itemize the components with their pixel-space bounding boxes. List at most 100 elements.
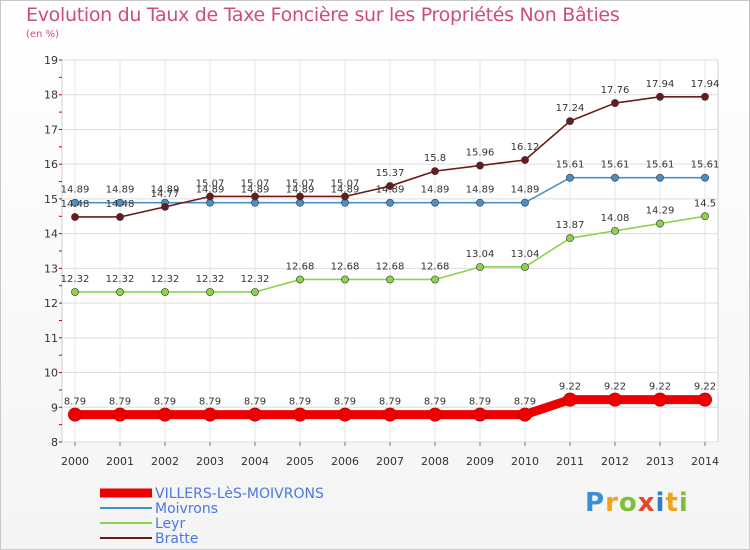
data-label: 8.79: [199, 397, 221, 408]
data-point: [701, 173, 709, 182]
data-point: [611, 226, 619, 235]
y-tick-label: 15: [44, 193, 58, 206]
data-label: 14.08: [601, 213, 630, 224]
data-label: 14.89: [376, 185, 405, 196]
data-point: [476, 161, 484, 170]
data-label: 8.79: [514, 397, 536, 408]
legend-label: VILLERS-LèS-MOIVRONS: [155, 486, 324, 502]
logo-letter: o: [618, 488, 638, 518]
x-tick-label: 2013: [646, 455, 674, 468]
x-tick-label: 2007: [376, 455, 404, 468]
data-label: 14.48: [61, 199, 90, 210]
data-point: [611, 173, 619, 182]
data-point: [566, 173, 574, 182]
data-label: 12.32: [151, 274, 180, 285]
data-label: 15.61: [601, 160, 630, 171]
logo-letter: i: [678, 488, 689, 518]
data-point: [206, 192, 214, 201]
data-point: [248, 407, 262, 422]
x-tick-label: 2011: [556, 455, 584, 468]
logo-letter: t: [665, 488, 679, 518]
y-tick-label: 12: [44, 297, 58, 310]
x-tick-label: 2005: [286, 455, 314, 468]
logo-letter: P: [585, 488, 606, 518]
logo-letter: r: [605, 488, 619, 518]
x-tick-label: 2010: [511, 455, 539, 468]
x-tick-label: 2003: [196, 455, 224, 468]
data-label: 14.89: [241, 185, 270, 196]
y-tick-label: 11: [44, 332, 58, 345]
x-tick-label: 2004: [241, 455, 269, 468]
data-label: 17.94: [691, 79, 720, 90]
data-label: 15.61: [556, 160, 585, 171]
data-point: [476, 198, 484, 207]
data-label: 14.48: [106, 199, 135, 210]
y-tick-label: 19: [44, 54, 58, 67]
data-label: 12.68: [376, 261, 405, 272]
data-point: [476, 263, 484, 271]
data-label: 16.12: [511, 142, 540, 153]
data-label: 14.89: [286, 185, 315, 196]
data-label: 14.89: [511, 185, 540, 196]
data-label: 15.07: [286, 178, 315, 189]
y-tick-label: 18: [44, 89, 58, 102]
data-point: [521, 263, 529, 271]
data-label: 9.22: [559, 382, 581, 393]
data-point: [566, 117, 574, 126]
data-point: [161, 202, 169, 211]
x-tick-label: 2006: [331, 455, 359, 468]
x-tick-label: 2008: [421, 455, 449, 468]
data-label: 14.5: [694, 198, 716, 209]
data-label: 9.22: [604, 382, 626, 393]
data-label: 8.79: [469, 397, 491, 408]
data-label: 8.79: [379, 397, 401, 408]
data-label: 14.89: [61, 185, 90, 196]
data-point: [116, 213, 124, 221]
data-label: 12.32: [241, 274, 270, 285]
data-label: 12.32: [106, 274, 135, 285]
data-label: 8.79: [424, 397, 446, 408]
data-point: [521, 198, 529, 207]
data-label: 14.89: [106, 185, 135, 196]
data-point: [431, 167, 439, 176]
data-point: [158, 407, 172, 422]
chart-title: Evolution du Taux de Taxe Foncière sur l…: [26, 4, 620, 26]
data-label: 12.68: [421, 261, 450, 272]
data-label: 14.89: [331, 185, 360, 196]
proxiti-logo: Proxiti: [585, 488, 689, 518]
data-point: [251, 288, 259, 296]
data-point: [701, 212, 709, 221]
data-label: 17.24: [556, 103, 585, 114]
data-point: [386, 182, 394, 190]
y-tick-label: 10: [44, 367, 58, 380]
data-label: 17.76: [601, 85, 630, 96]
data-label: 14.89: [421, 185, 450, 196]
data-label: 15.61: [646, 160, 675, 171]
data-point: [341, 192, 349, 201]
x-tick-label: 2012: [601, 455, 629, 468]
y-tick-label: 9: [51, 401, 58, 414]
data-label: 12.68: [331, 261, 360, 272]
data-label: 14.89: [196, 185, 225, 196]
data-label: 15.07: [331, 178, 360, 189]
y-tick-label: 8: [51, 436, 58, 449]
data-point: [431, 275, 439, 284]
data-label: 12.68: [286, 261, 315, 272]
data-point: [521, 156, 529, 164]
data-point: [563, 392, 577, 407]
data-point: [428, 407, 442, 422]
data-label: 15.8: [424, 153, 446, 164]
data-label: 8.79: [334, 397, 356, 408]
data-label: 14.89: [466, 185, 495, 196]
data-label: 8.79: [109, 397, 131, 408]
legend-label: Bratte: [155, 531, 199, 547]
data-point: [338, 407, 352, 422]
data-label: 9.22: [649, 382, 671, 393]
data-point: [431, 198, 439, 207]
data-point: [296, 275, 304, 284]
data-point: [611, 99, 619, 107]
data-point: [296, 192, 304, 201]
data-point: [116, 288, 124, 296]
data-point: [113, 407, 127, 422]
data-label: 8.79: [64, 397, 86, 408]
